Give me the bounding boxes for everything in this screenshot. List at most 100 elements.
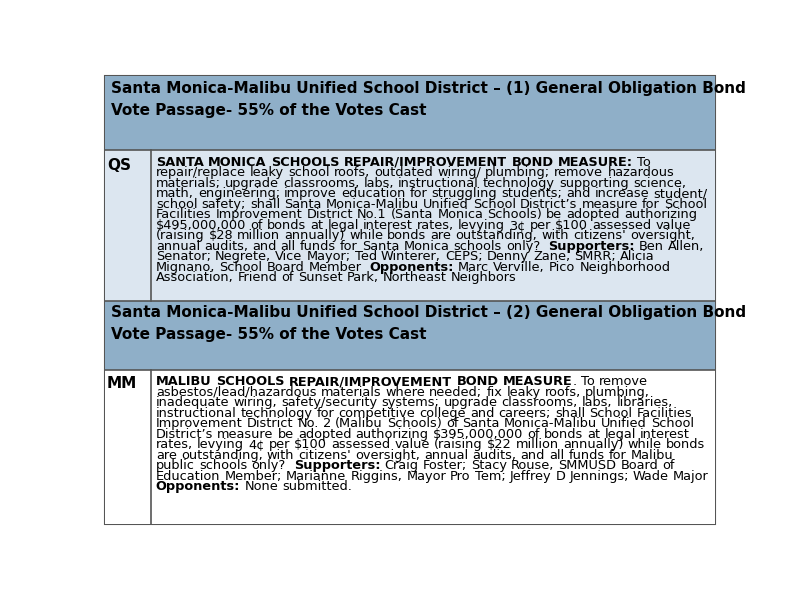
Text: Board: Board [266,261,304,274]
Text: citizens': citizens' [298,448,351,462]
Text: materials;: materials; [156,177,221,190]
Text: (raising: (raising [156,229,205,242]
Text: at: at [587,428,600,441]
Text: per: per [530,219,551,232]
Text: technology: technology [483,177,555,190]
Text: D: D [555,470,566,483]
Text: MM: MM [107,376,138,391]
Text: wiring/: wiring/ [437,166,481,179]
Text: Allen,: Allen, [668,240,705,253]
Text: Unified: Unified [423,198,469,211]
Text: libraries,: libraries, [617,396,673,409]
Text: Negrete,: Negrete, [215,250,271,263]
Text: outstanding,: outstanding, [181,448,262,462]
Text: of: of [250,219,262,232]
Text: QS: QS [107,157,131,172]
Text: hazardous: hazardous [607,166,674,179]
Text: Vice: Vice [275,250,302,263]
Text: million: million [238,229,281,242]
Text: instructional: instructional [398,177,478,190]
Text: education: education [341,187,406,200]
Text: bonds: bonds [544,428,583,441]
Text: materials: materials [321,386,381,399]
Text: roofs,: roofs, [545,386,581,399]
Text: $28: $28 [209,229,233,242]
Text: of: of [446,418,458,430]
Text: District’s: District’s [156,428,213,441]
Text: Riggins,: Riggins, [350,470,402,483]
Text: adopted: adopted [566,208,620,222]
Text: Mignano,: Mignano, [156,261,215,274]
Text: Improvement: Improvement [156,418,242,430]
Text: are: are [430,229,451,242]
Text: Unified: Unified [602,418,647,430]
Text: shall: shall [555,407,586,420]
Text: technology: technology [241,407,313,420]
Text: SANTA: SANTA [156,156,204,169]
Text: audits,: audits, [204,240,248,253]
Text: engineering;: engineering; [198,187,280,200]
Text: Marianne: Marianne [286,470,346,483]
Text: Member;: Member; [225,470,282,483]
Text: $100: $100 [555,219,588,232]
Text: Jeffrey: Jeffrey [510,470,551,483]
Text: careers;: careers; [498,407,551,420]
Text: upgrade: upgrade [443,396,498,409]
Text: Association,: Association, [156,271,234,284]
Text: measure: measure [582,198,638,211]
Text: Tem;: Tem; [474,470,506,483]
Text: adopted: adopted [298,428,351,441]
Text: outstanding,: outstanding, [456,229,538,242]
Text: District: District [246,418,293,430]
Text: and: and [470,407,494,420]
Text: Craig: Craig [384,459,418,472]
Text: Friend: Friend [238,271,278,284]
Text: remove: remove [599,375,648,388]
FancyBboxPatch shape [105,76,715,524]
Text: Mayor;: Mayor; [306,250,350,263]
Text: Pico: Pico [549,261,575,274]
Text: MEASURE: MEASURE [503,375,573,388]
Text: MEASURE:: MEASURE: [558,156,634,169]
Text: annually): annually) [285,229,345,242]
Text: million: million [516,438,558,451]
Text: Alicia: Alicia [620,250,654,263]
Text: MALIBU: MALIBU [156,375,211,388]
Text: oversight,: oversight, [355,448,420,462]
Text: Foster;: Foster; [422,459,466,472]
Text: Santa: Santa [362,240,399,253]
Text: audits,: audits, [473,448,517,462]
Text: instructional: instructional [156,407,237,420]
Text: only?: only? [251,459,286,472]
Text: improve: improve [284,187,337,200]
Text: SMMUSD: SMMUSD [558,459,617,472]
Text: authorizing: authorizing [356,428,429,441]
Text: Verville,: Verville, [494,261,545,274]
Text: bonds: bonds [387,229,426,242]
Text: schools: schools [199,459,247,472]
Text: (Santa: (Santa [390,208,433,222]
Text: Zane,: Zane, [533,250,570,263]
Text: levying: levying [197,438,244,451]
Text: District: District [306,208,353,222]
Text: annually): annually) [563,438,623,451]
Text: and: and [521,448,545,462]
Text: Monica: Monica [438,208,483,222]
Text: SCHOOLS: SCHOOLS [271,156,340,169]
Text: Denny: Denny [486,250,529,263]
Text: Facilities: Facilities [637,407,692,420]
Text: Sunset: Sunset [298,271,343,284]
Text: CEPS;: CEPS; [445,250,482,263]
Text: No.: No. [298,418,318,430]
Text: Northeast: Northeast [383,271,447,284]
Text: increase: increase [594,187,649,200]
Text: REPAIR/IMPROVEMENT: REPAIR/IMPROVEMENT [344,156,507,169]
Text: bonds: bonds [666,438,705,451]
Text: rates,: rates, [156,438,193,451]
Text: with: with [266,448,294,462]
Text: Jennings;: Jennings; [570,470,629,483]
Text: leaky: leaky [250,166,284,179]
Text: oversight,: oversight, [630,229,695,242]
Text: interest: interest [640,428,690,441]
Text: legal: legal [605,428,636,441]
